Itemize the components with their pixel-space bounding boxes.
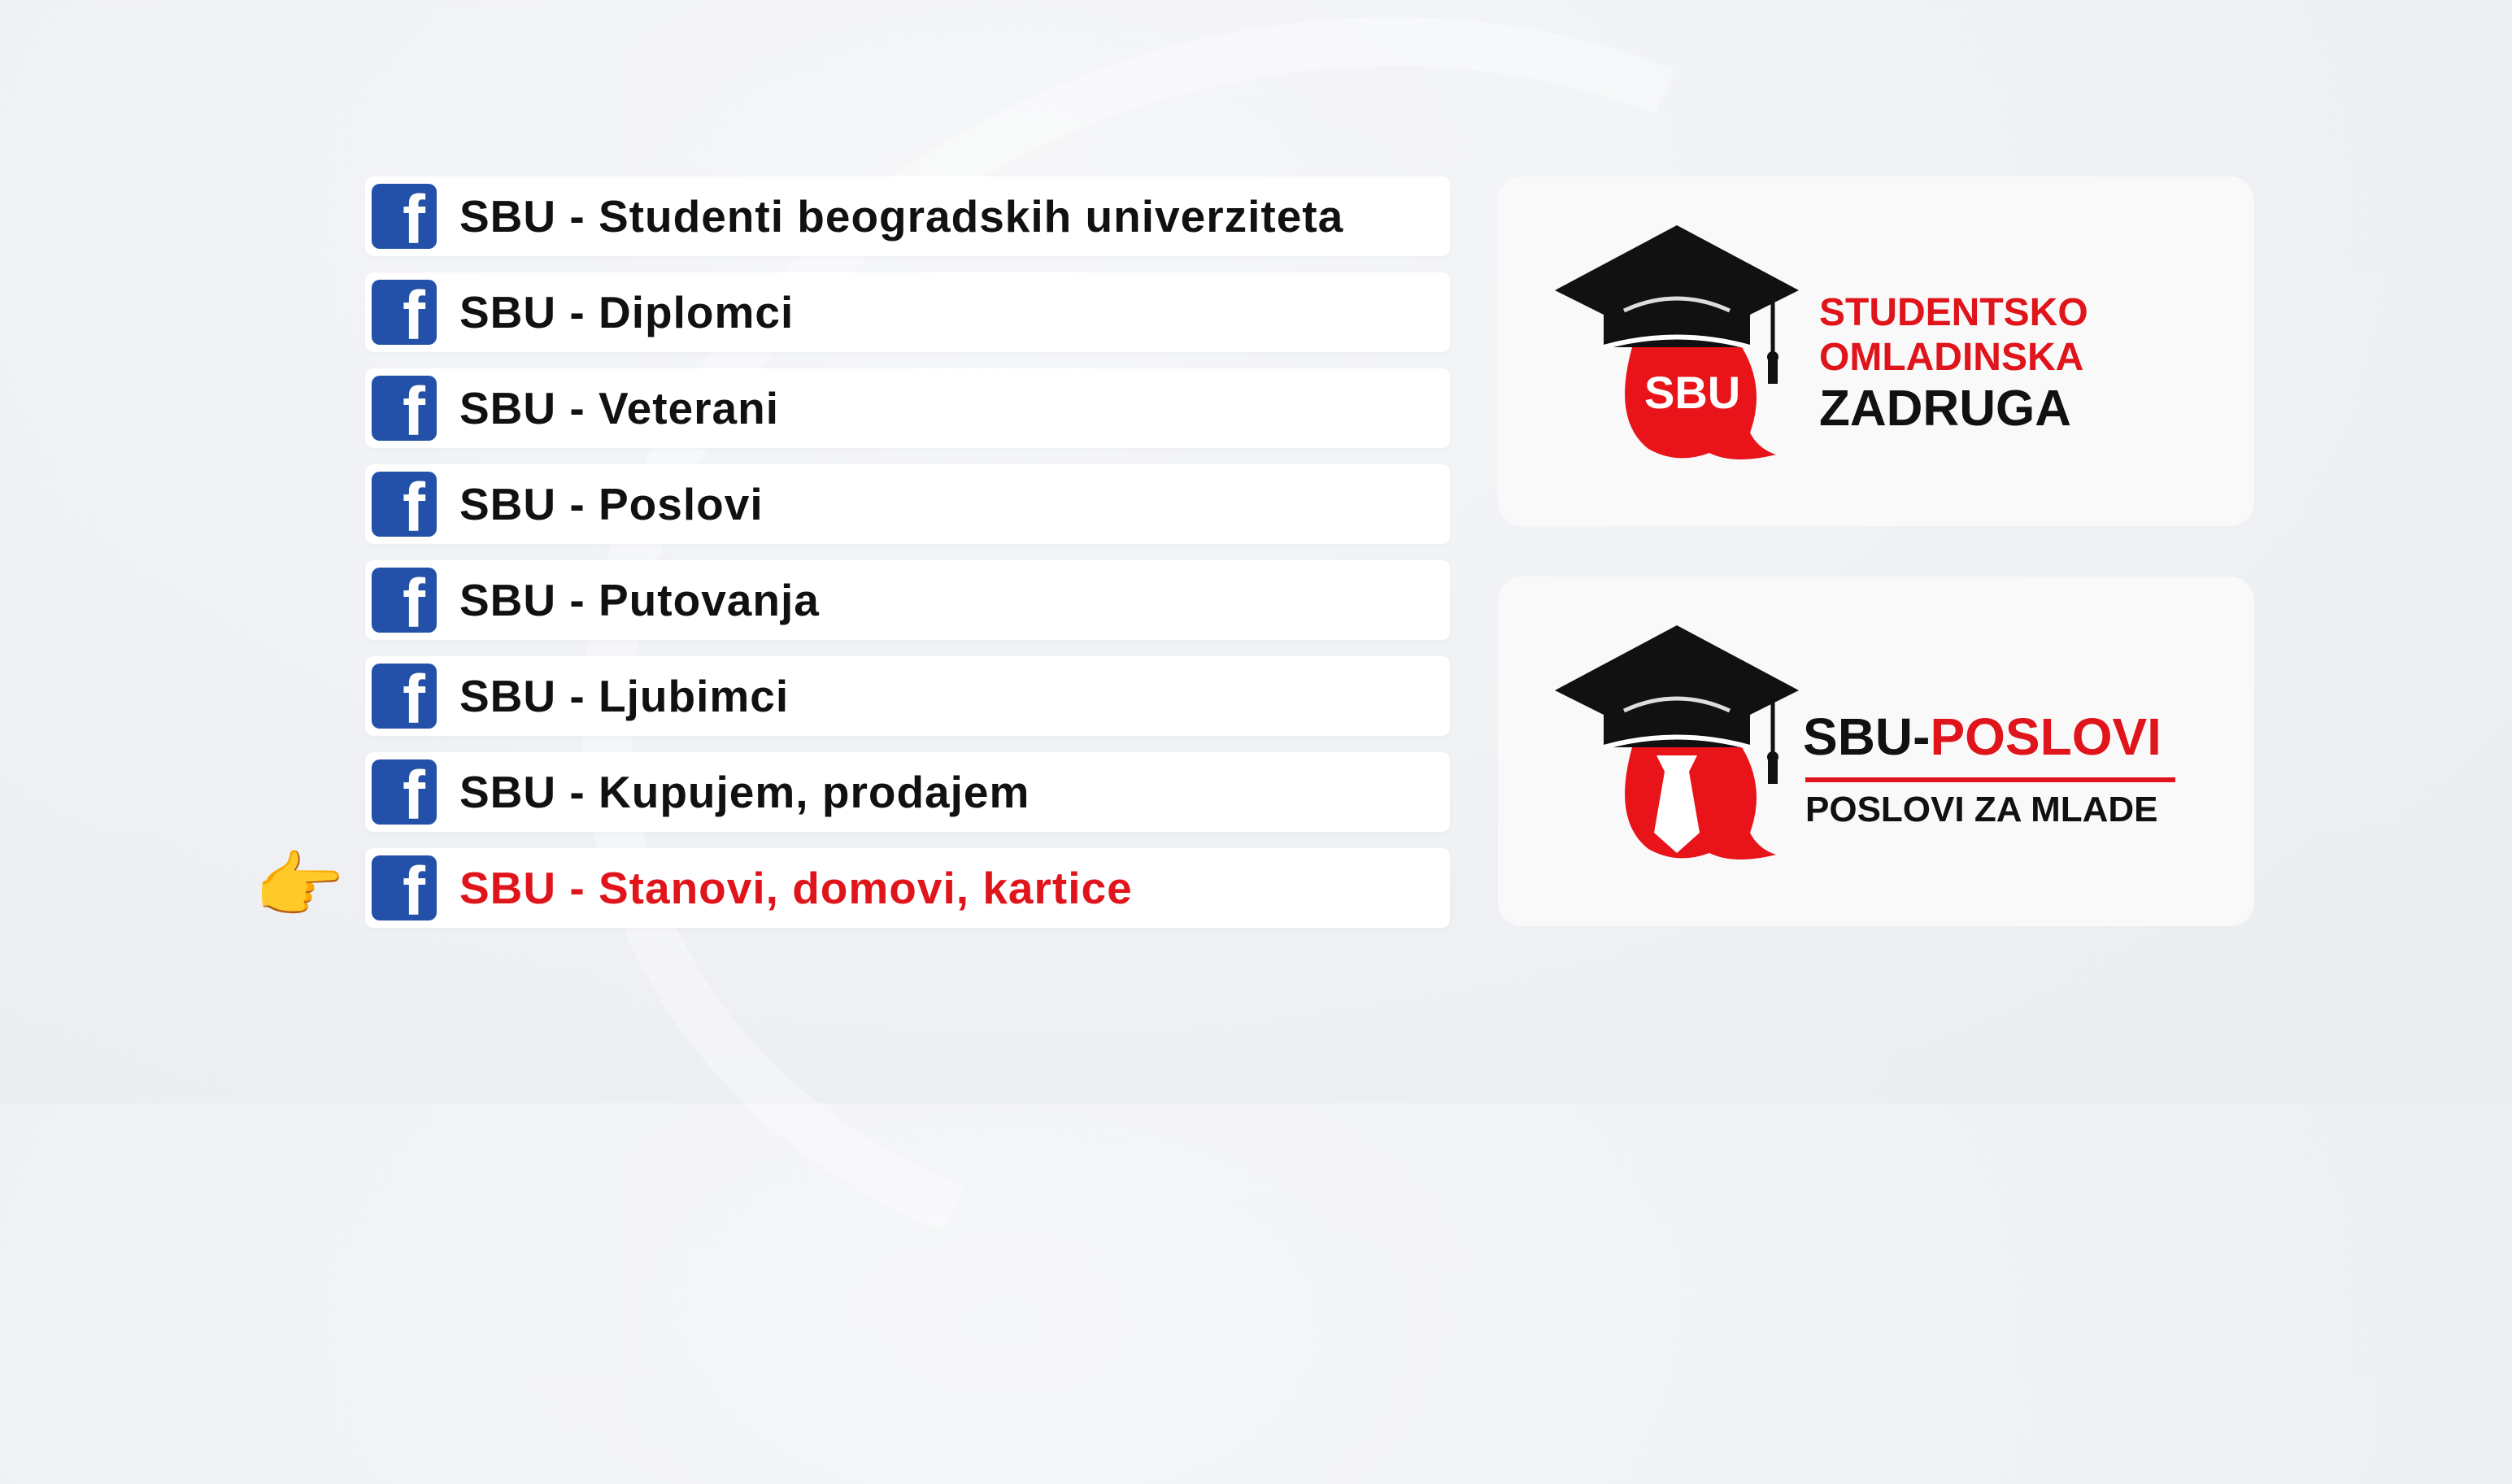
group-label: SBU - Ljubimci xyxy=(459,671,790,721)
sbu-badge-text: SBU xyxy=(1644,367,1740,418)
group-label: SBU - Veterani xyxy=(459,383,780,433)
facebook-icon: f xyxy=(372,855,437,920)
logo-subtitle: POSLOVI ZA MLADE xyxy=(1805,790,2158,829)
logo-line-omladinska: OMLADINSKA xyxy=(1819,336,2084,379)
facebook-group-link[interactable]: f SBU - Veterani xyxy=(365,368,1450,448)
logo-title-poslovi: POSLOVI xyxy=(1930,707,2162,766)
facebook-icon: f xyxy=(372,664,437,729)
graduation-cap-tie-logo xyxy=(1555,625,1799,860)
facebook-group-link[interactable]: f SBU - Putovanja xyxy=(365,560,1450,640)
facebook-icon: f xyxy=(372,280,437,345)
graduation-cap-bubble-logo: SBU xyxy=(1555,225,1799,460)
facebook-icon: f xyxy=(372,184,437,249)
facebook-icon: f xyxy=(372,376,437,441)
logo-line-zadruga: ZADRUGA xyxy=(1819,381,2071,437)
group-label: SBU - Kupujem, prodajem xyxy=(459,767,1030,817)
logo-title: SBU-POSLOVI xyxy=(1803,707,2162,767)
facebook-group-link[interactable]: f SBU - Studenti beogradskih univerziteta xyxy=(365,176,1450,256)
poslovi-logo-card[interactable]: SBU-POSLOVI POSLOVI ZA MLADE xyxy=(1498,577,2254,926)
facebook-icon: f xyxy=(372,568,437,633)
facebook-group-link[interactable]: f SBU - Kupujem, prodajem xyxy=(365,752,1450,832)
zadruga-logo-card[interactable]: SBU STUDENTSKO OMLADINSKA ZADRUGA xyxy=(1498,176,2254,526)
pointing-hand-icon: 👉 xyxy=(254,846,346,927)
group-label: SBU - Putovanja xyxy=(459,575,820,625)
logo-title-sbu: SBU- xyxy=(1803,707,1931,766)
facebook-group-link[interactable]: f SBU - Poslovi xyxy=(365,464,1450,544)
facebook-icon: f xyxy=(372,759,437,825)
group-label: SBU - Poslovi xyxy=(459,479,764,529)
facebook-icon: f xyxy=(372,472,437,537)
facebook-group-link[interactable]: f SBU - Diplomci xyxy=(365,272,1450,352)
logo-line-studentsko: STUDENTSKO xyxy=(1819,291,2088,334)
logo-divider xyxy=(1805,777,2175,782)
group-label: SBU - Stanovi, domovi, kartice xyxy=(459,863,1133,913)
facebook-group-link[interactable]: f SBU - Ljubimci xyxy=(365,656,1450,736)
group-label: SBU - Studenti beogradskih univerziteta xyxy=(459,191,1344,242)
group-label: SBU - Diplomci xyxy=(459,287,795,337)
facebook-group-link[interactable]: f SBU - Stanovi, domovi, kartice xyxy=(365,848,1450,928)
